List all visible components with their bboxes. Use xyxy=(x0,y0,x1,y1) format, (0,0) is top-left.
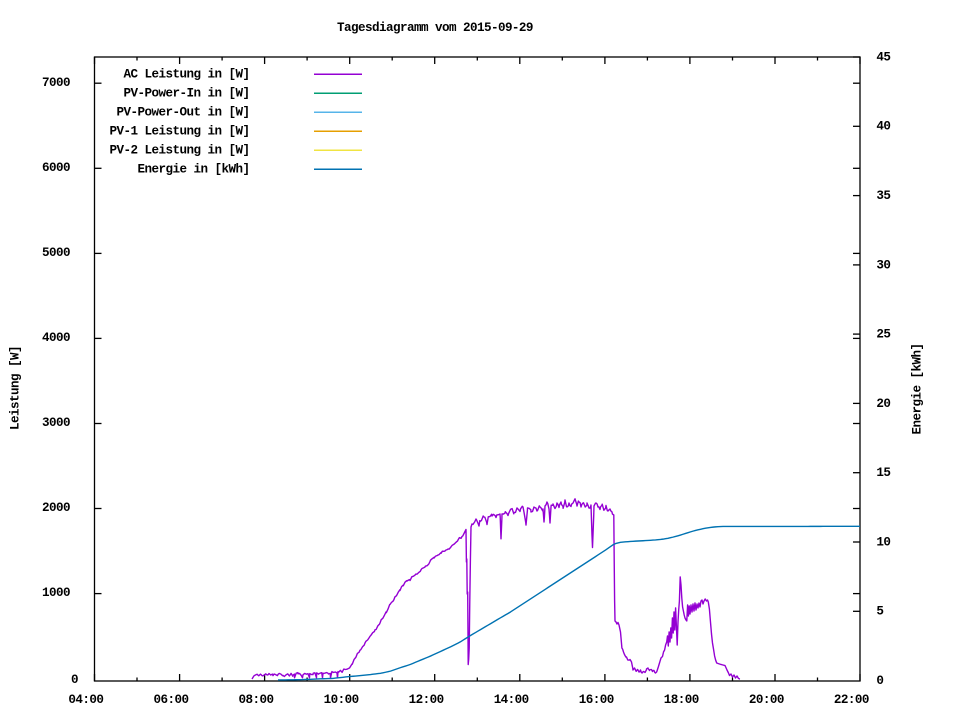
svg-text:40: 40 xyxy=(876,120,890,134)
svg-text:5000: 5000 xyxy=(42,246,70,260)
svg-text:06:00: 06:00 xyxy=(154,693,189,707)
svg-text:10: 10 xyxy=(876,535,890,549)
svg-text:2000: 2000 xyxy=(42,501,70,515)
svg-text:15: 15 xyxy=(876,466,890,480)
svg-text:4000: 4000 xyxy=(42,331,70,345)
svg-text:6000: 6000 xyxy=(42,161,70,175)
svg-text:1000: 1000 xyxy=(42,586,70,600)
svg-text:04:00: 04:00 xyxy=(68,693,103,707)
svg-text:3000: 3000 xyxy=(42,416,70,430)
svg-text:Leistung [W]: Leistung [W] xyxy=(9,346,23,430)
svg-text:PV-Power-In in [W]: PV-Power-In in [W] xyxy=(124,87,250,101)
svg-text:35: 35 xyxy=(876,189,890,203)
svg-text:Energie [kWh]: Energie [kWh] xyxy=(911,344,925,435)
svg-text:PV-2 Leistung in [W]: PV-2 Leistung in [W] xyxy=(110,144,250,158)
svg-text:14:00: 14:00 xyxy=(494,693,529,707)
svg-text:20: 20 xyxy=(876,397,890,411)
svg-text:0: 0 xyxy=(71,673,78,687)
svg-text:AC Leistung in [W]: AC Leistung in [W] xyxy=(124,68,250,82)
svg-text:16:00: 16:00 xyxy=(579,693,614,707)
svg-text:0: 0 xyxy=(876,674,883,688)
svg-text:PV-1 Leistung in [W]: PV-1 Leistung in [W] xyxy=(110,125,250,139)
svg-text:7000: 7000 xyxy=(42,76,70,90)
svg-text:08:00: 08:00 xyxy=(239,693,274,707)
svg-text:25: 25 xyxy=(876,328,890,342)
svg-text:Tagesdiagramm vom 2015-09-29: Tagesdiagramm vom 2015-09-29 xyxy=(337,21,533,35)
svg-text:30: 30 xyxy=(876,258,890,272)
svg-text:20:00: 20:00 xyxy=(749,693,784,707)
svg-text:Energie in [kWh]: Energie in [kWh] xyxy=(138,163,250,177)
svg-text:5: 5 xyxy=(876,605,883,619)
svg-text:22:00: 22:00 xyxy=(834,693,869,707)
svg-text:PV-Power-Out in [W]: PV-Power-Out in [W] xyxy=(117,106,250,120)
svg-text:12:00: 12:00 xyxy=(409,693,444,707)
svg-text:10:00: 10:00 xyxy=(324,693,359,707)
svg-text:45: 45 xyxy=(876,50,890,64)
svg-text:18:00: 18:00 xyxy=(664,693,699,707)
